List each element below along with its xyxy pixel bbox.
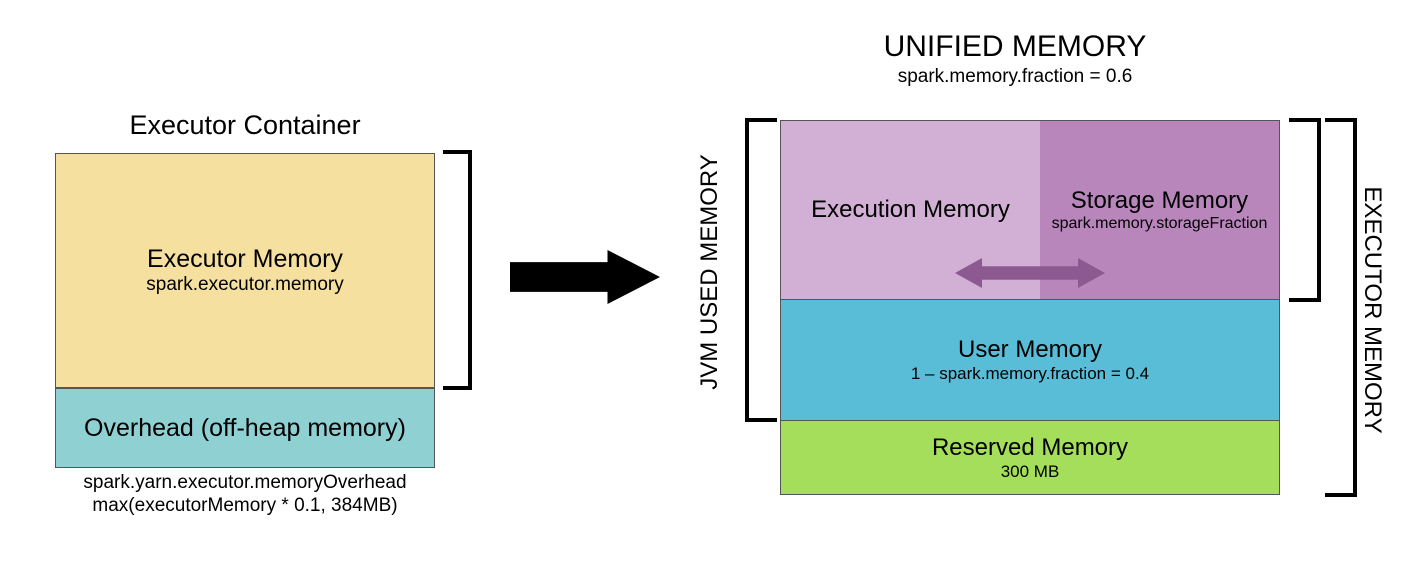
arrow-icon	[510, 250, 660, 304]
jvm-bracket	[744, 117, 780, 423]
execution-memory-label: Execution Memory	[811, 196, 1010, 224]
executor-memory-right-label: EXECUTOR MEMORY	[1358, 170, 1386, 450]
storage-memory-sub: spark.memory.storageFraction	[1052, 215, 1268, 233]
executor-container-title: Executor Container	[55, 110, 435, 141]
executor-memory-sub: spark.executor.memory	[146, 274, 343, 296]
overhead-label: Overhead (off-heap memory)	[64, 414, 426, 443]
reserved-memory-sub: 300 MB	[1001, 462, 1060, 482]
overhead-sub2: max(executorMemory * 0.1, 384MB)	[55, 495, 435, 517]
unified-right-bracket	[1286, 117, 1322, 303]
storage-memory-label: Storage Memory	[1071, 187, 1248, 215]
unified-memory-title: UNIFIED MEMORY	[815, 30, 1215, 64]
left-bracket	[440, 149, 476, 391]
overhead-sub1: spark.yarn.executor.memoryOverhead	[55, 472, 435, 494]
user-memory-box: User Memory 1 – spark.memory.fraction = …	[780, 300, 1280, 420]
reserved-memory-label: Reserved Memory	[932, 434, 1128, 462]
overhead-box: Overhead (off-heap memory)	[55, 388, 435, 468]
executor-memory-box: Executor Memory spark.executor.memory	[55, 153, 435, 388]
double-arrow-icon	[955, 258, 1105, 288]
user-memory-sub: 1 – spark.memory.fraction = 0.4	[911, 364, 1149, 384]
user-memory-label: User Memory	[958, 336, 1102, 364]
reserved-memory-box: Reserved Memory 300 MB	[780, 420, 1280, 495]
executor-memory-label: Executor Memory	[147, 245, 343, 274]
diagram-stage: Executor Container Executor Memory spark…	[0, 0, 1408, 563]
executor-right-bracket	[1322, 117, 1358, 498]
jvm-used-memory-label: JVM USED MEMORY	[696, 142, 724, 402]
unified-memory-sub: spark.memory.fraction = 0.6	[815, 66, 1215, 88]
